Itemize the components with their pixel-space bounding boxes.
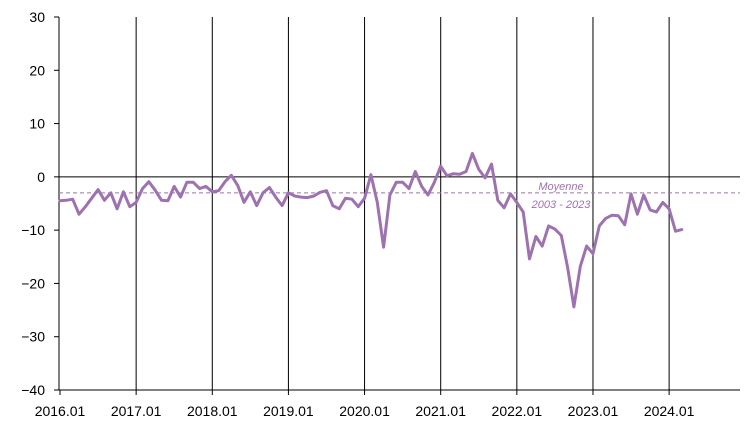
y-tick-label: 0 xyxy=(37,169,45,185)
x-tick-label: 2019.01 xyxy=(263,403,314,419)
average-label-title: Moyenne xyxy=(538,181,583,193)
x-axis-ticks: 2016.01 2017.01 2018.01 2019.01 2020.01 2021.… xyxy=(35,390,695,419)
y-tick-label: −30 xyxy=(21,329,45,345)
y-tick-label: −40 xyxy=(21,382,45,398)
y-axis-ticks: 30 20 10 0 −10 −20 −30 −40 xyxy=(21,9,59,398)
x-tick-label: 2021.01 xyxy=(415,403,466,419)
x-tick-label: 2020.01 xyxy=(339,403,390,419)
y-tick-label: 10 xyxy=(29,116,45,132)
x-tick-label: 2018.01 xyxy=(187,403,238,419)
series-line xyxy=(58,151,684,309)
x-tick-label: 2022.01 xyxy=(492,403,543,419)
average-label-period: 2003 - 2023 xyxy=(531,199,592,211)
x-tick-label: 2017.01 xyxy=(111,403,162,419)
y-tick-label: −20 xyxy=(21,275,45,291)
y-tick-label: 30 xyxy=(29,9,45,25)
x-tick-label: 2024.01 xyxy=(644,403,695,419)
x-tick-label: 2023.01 xyxy=(568,403,619,419)
y-tick-label: −10 xyxy=(21,222,45,238)
x-tick-label: 2016.01 xyxy=(35,403,86,419)
y-tick-label: 20 xyxy=(29,62,45,78)
